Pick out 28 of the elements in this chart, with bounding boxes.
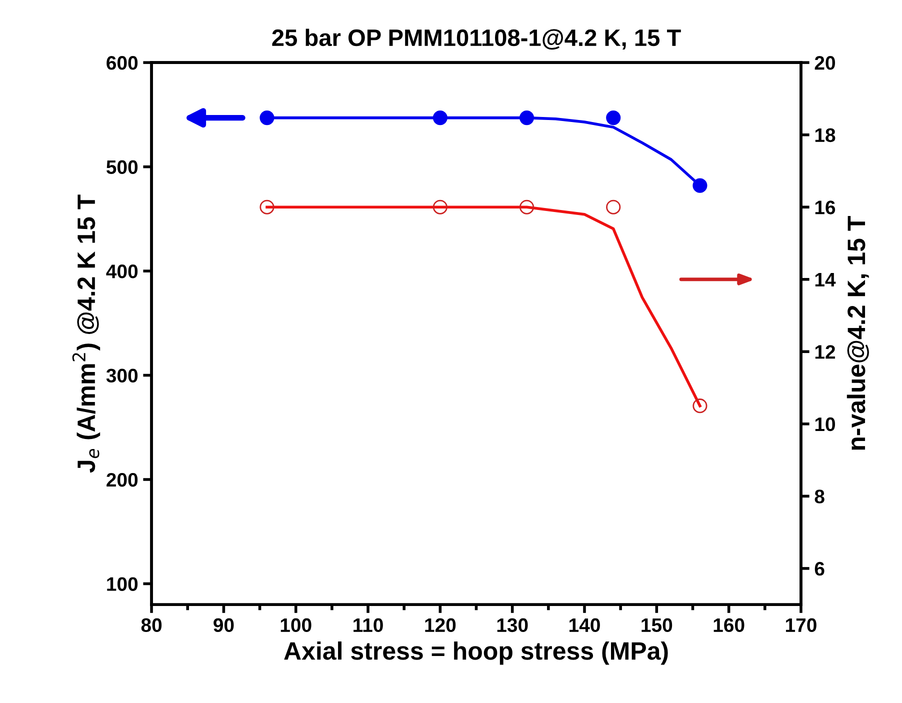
x-tick-label: 160 [714, 618, 744, 632]
x-tick-label: 90 [214, 618, 234, 632]
y-tick-label: 300 [106, 368, 138, 383]
x-tick-label: 140 [570, 618, 600, 632]
y2-axis-title: n-value@4.2 K, 15 T [846, 216, 869, 450]
x-tick-label: 80 [141, 618, 162, 632]
y-tick-label: 100 [107, 577, 138, 591]
y2-tick-label: 16 [815, 200, 836, 214]
chart-title: 25 bar OP PMM101108-1@4.2 K, 15 T [272, 28, 681, 50]
x-axis-title: Axial stress = hoop stress (MPa) [284, 641, 668, 665]
x-tick-label: 120 [425, 618, 456, 632]
x-tick-label: 170 [786, 618, 816, 632]
x-tick-label: 100 [280, 618, 312, 632]
y2-tick-label: 6 [814, 562, 824, 576]
y2-tick-label: 12 [815, 345, 836, 359]
x-tick-label: 110 [354, 618, 383, 632]
x-tick-label: 130 [497, 618, 528, 632]
y2-tick-label: 18 [815, 128, 836, 142]
y-tick-label: 400 [106, 264, 138, 278]
y2-tick-label: 8 [814, 490, 824, 504]
y2-tick-label: 14 [815, 273, 836, 286]
y-axis-title: J$_{e}$ (A/mm$^{2}$) @4.2 K 15 T [72, 194, 100, 473]
x-tick-label: 150 [642, 618, 672, 632]
y-tick-label: 200 [106, 472, 138, 487]
y-tick-label: 500 [106, 160, 138, 174]
y-tick-label: 600 [106, 56, 138, 70]
y2-tick-label: 10 [815, 417, 835, 432]
y2-tick-label: 20 [814, 56, 835, 70]
